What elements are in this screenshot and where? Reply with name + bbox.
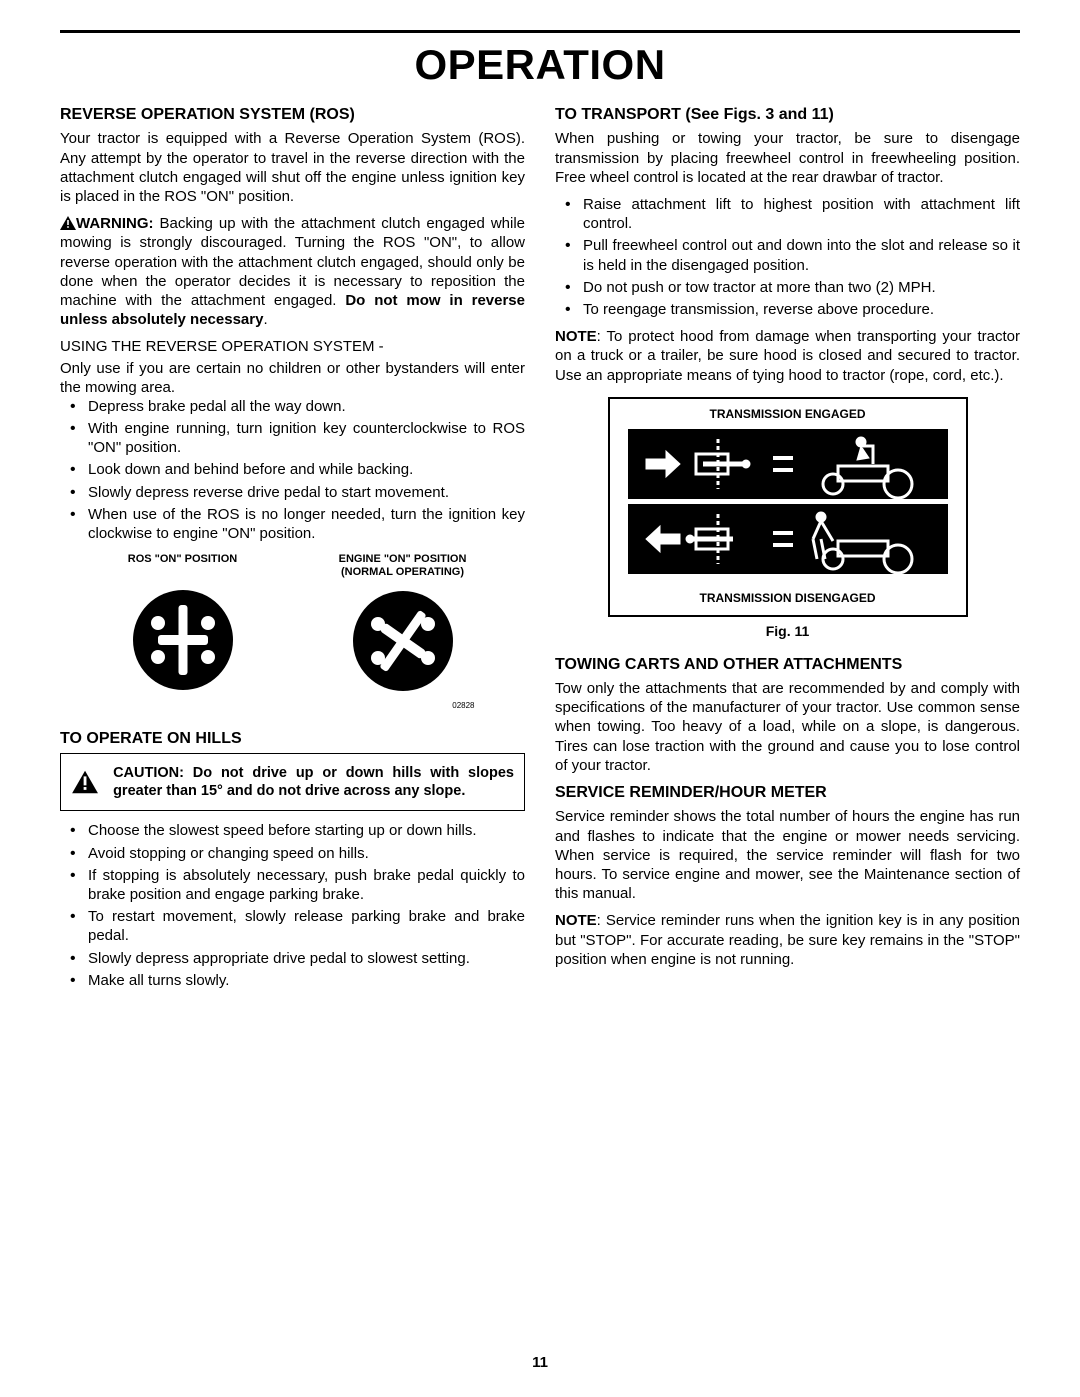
ignition-key-engine-icon — [348, 586, 458, 696]
ros-intro: Your tractor is equipped with a Reverse … — [60, 129, 525, 206]
note-lead: NOTE — [555, 328, 597, 345]
note-body: : Service reminder runs when the ignitio… — [555, 912, 1020, 967]
caution-box: CAUTION: Do not drive up or down hills w… — [60, 753, 525, 811]
list-item: To restart movement, slowly release park… — [60, 907, 525, 945]
engine-on-figure: ENGINE "ON" POSITION(NORMAL OPERATING) 0… — [313, 553, 493, 711]
right-column: TO TRANSPORT (See Figs. 3 and 11) When p… — [555, 99, 1020, 998]
hills-bullets: Choose the slowest speed before starting… — [60, 821, 525, 990]
trans-engaged-label: TRANSMISSION ENGAGED — [618, 407, 958, 422]
note-body: : To protect hood from damage when trans… — [555, 328, 1020, 383]
list-item: When use of the ROS is no longer needed,… — [60, 505, 525, 543]
engine-on-label: ENGINE "ON" POSITION(NORMAL OPERATING) — [313, 553, 493, 579]
list-item: Look down and behind before and while ba… — [60, 460, 525, 479]
transport-intro: When pushing or towing your tractor, be … — [555, 129, 1020, 187]
ros-on-figure: ROS "ON" POSITION — [93, 553, 273, 711]
towing-body: Tow only the attachments that are recomm… — [555, 679, 1020, 775]
transport-bullets: Raise attachment lift to highest positio… — [555, 195, 1020, 319]
list-item: Avoid stopping or changing speed on hill… — [60, 844, 525, 863]
service-heading: SERVICE REMINDER/HOUR METER — [555, 783, 1020, 803]
ros-subhead: USING THE REVERSE OPERATION SYSTEM - — [60, 337, 525, 356]
list-item: Raise attachment lift to highest positio… — [555, 195, 1020, 233]
trans-disengaged-label: TRANSMISSION DISENGAGED — [618, 591, 958, 606]
content-columns: REVERSE OPERATION SYSTEM (ROS) Your trac… — [60, 99, 1020, 998]
list-item: Slowly depress appropriate drive pedal t… — [60, 949, 525, 968]
list-item: Depress brake pedal all the way down. — [60, 397, 525, 416]
ros-subtext: Only use if you are certain no children … — [60, 359, 525, 397]
transmission-diagram-icon — [618, 424, 958, 584]
caution-text: CAUTION: Do not drive up or down hills w… — [113, 764, 514, 800]
transmission-figure-box: TRANSMISSION ENGAGED — [608, 397, 968, 617]
caution-triangle-icon — [71, 760, 99, 804]
transport-note: NOTE: To protect hood from damage when t… — [555, 327, 1020, 385]
ros-heading: REVERSE OPERATION SYSTEM (ROS) — [60, 105, 525, 125]
list-item: Pull freewheel control out and down into… — [555, 236, 1020, 274]
list-item: If stopping is absolutely necessary, pus… — [60, 866, 525, 904]
list-item: Make all turns slowly. — [60, 971, 525, 990]
warning-lead: WARNING: — [76, 215, 154, 232]
fig-11-caption: Fig. 11 — [555, 623, 1020, 641]
towing-heading: TOWING CARTS AND OTHER ATTACHMENTS — [555, 655, 1020, 675]
page-number: 11 — [0, 1354, 1080, 1371]
ignition-key-ros-icon — [128, 585, 238, 695]
ros-on-label: ROS "ON" POSITION — [93, 553, 273, 579]
list-item: With engine running, turn ignition key c… — [60, 419, 525, 457]
list-item: To reengage transmission, reverse above … — [555, 300, 1020, 319]
left-column: REVERSE OPERATION SYSTEM (ROS) Your trac… — [60, 99, 525, 998]
ros-warning: WARNING: Backing up with the attachment … — [60, 214, 525, 329]
note-lead: NOTE — [555, 912, 597, 929]
list-item: Slowly depress reverse drive pedal to st… — [60, 483, 525, 502]
service-note: NOTE: Service reminder runs when the ign… — [555, 911, 1020, 969]
ignition-key-figures: ROS "ON" POSITION ENGINE "ON" POSITION(N… — [60, 553, 525, 711]
transport-heading: TO TRANSPORT (See Figs. 3 and 11) — [555, 105, 1020, 125]
list-item: Choose the slowest speed before starting… — [60, 821, 525, 840]
page-title: OPERATION — [60, 41, 1020, 89]
list-item: Do not push or tow tractor at more than … — [555, 278, 1020, 297]
hills-heading: TO OPERATE ON HILLS — [60, 729, 525, 749]
ros-bullets: Depress brake pedal all the way down. Wi… — [60, 397, 525, 543]
warning-triangle-icon — [60, 216, 76, 230]
service-body: Service reminder shows the total number … — [555, 807, 1020, 903]
